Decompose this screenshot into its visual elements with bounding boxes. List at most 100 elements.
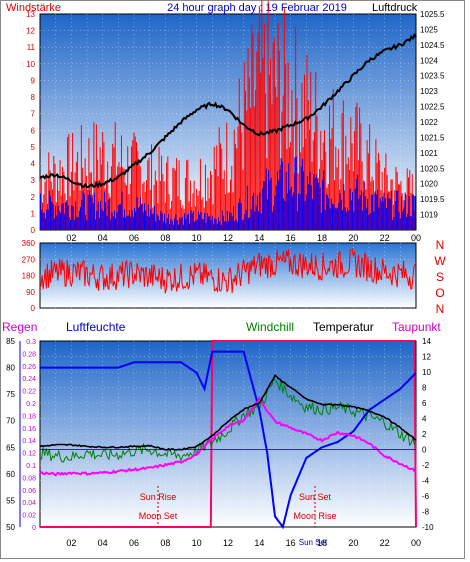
wind-y-tick: 4 [31,160,36,169]
pressure-y-tick: 1019 [420,211,438,220]
wind-y-tick: 6 [31,126,36,135]
x-tick-label-bottom: 22 [380,538,390,548]
direction-y-tick: 270 [22,255,36,264]
x-tick-label-top: 12 [223,233,233,243]
x-tick-label-bottom: 10 [192,538,202,548]
rain-y-tick: 0.22 [22,389,36,396]
direction-y-tick: 360 [22,239,36,248]
wind-y-tick: 11 [27,43,36,52]
pressure-y-tick: 1023.5 [420,72,445,81]
x-tick-label-top: 20 [348,233,358,243]
legend-regen: Regen [2,320,37,334]
temp-y-tick: 0 [422,446,427,455]
temperature-humidity-plot [39,340,417,530]
x-tick-label-bottom: 06 [129,538,139,548]
legend-taupunkt: Taupunkt [392,320,441,334]
rain-y-tick: 0.2 [26,401,36,408]
compass-o: O [435,286,444,300]
temp-y-tick: -10 [422,523,434,532]
wind-y-tick: 7 [31,110,36,119]
legend-windchill: Windchill [246,320,294,334]
wind-y-tick: 12 [26,27,35,36]
humidity-y-tick: 85 [6,337,15,346]
temp-y-tick: 4 [422,415,427,424]
x-tick-label-bottom: 08 [160,538,170,548]
windstaerke-label: Windstärke [6,2,61,14]
pressure-y-tick: 1024 [420,56,438,65]
x-tick-label-top: 02 [66,233,76,243]
rain-y-tick: 0.24 [22,376,36,383]
x-tick-label-bottom: 16 [286,538,296,548]
rain-y-tick: 0.12 [22,451,36,458]
x-tick-label-bottom: 20 [348,538,358,548]
temp-y-tick: -2 [422,461,430,470]
astro-annotations: Sun Rise Moon Set Sun Set Moon Rise Sun … [139,486,337,547]
x-tick-label-top: 00 [411,233,421,243]
windchill-line [39,377,417,463]
wind-y-tick: 9 [31,76,36,85]
temp-y-tick: -4 [422,477,430,486]
humidity-y-tick: 55 [6,496,15,505]
humidity-y-tick: 75 [6,390,15,399]
pressure-y-tick: 1021 [420,149,438,158]
pressure-y-tick: 1025 [420,25,438,34]
temp-y-tick: -8 [422,508,430,517]
moon-set-label: Moon Set [139,511,178,521]
rain-y-tick: 0.18 [22,413,36,420]
humidity-y-tick: 50 [6,523,15,532]
rain-y-tick: 0.3 [26,339,36,346]
legend-temperatur: Temperatur [313,320,374,334]
pressure-y-tick: 1021.5 [420,133,445,142]
rain-y-tick: 0.14 [22,438,36,445]
temperature-line [39,374,417,451]
rain-y-tick: 0.1 [26,463,36,470]
wind-y-tick: 1 [31,209,36,218]
x-tick-label-top: 22 [380,233,390,243]
rain-y-tick: 0.16 [22,426,36,433]
moon-rise-label: Moon Rise [293,511,336,521]
wind-direction-line [39,247,417,294]
wind-y-tick: 13 [26,10,35,19]
x-tick-label-bottom: 12 [223,538,233,548]
sun-rise-label: Sun Rise [140,492,177,502]
temp-y-tick: 10 [422,368,431,377]
x-tick-label-top: 04 [98,233,108,243]
compass-s: S [436,270,444,284]
x-tick-label-top: 16 [286,233,296,243]
x-tick-label-top: 14 [254,233,264,243]
x-tick-label-bottom: 04 [98,538,108,548]
dewpoint-line [39,395,417,477]
temp-y-tick: -6 [422,492,430,501]
rain-y-tick: 0.06 [22,488,36,495]
temp-y-tick: 8 [422,384,427,393]
direction-y-tick: 90 [26,288,35,297]
x-tick-label-top: 18 [317,233,327,243]
x-tick-label-bottom: 14 [254,538,264,548]
rain-y-tick: 0.26 [22,364,36,371]
humidity-line [40,350,417,530]
temp-y-tick: 2 [422,430,427,439]
pressure-y-tick: 1022.5 [420,103,445,112]
x-tick-label-bottom: 00 [411,538,421,548]
x-tick-label-top: 08 [160,233,170,243]
pressure-y-tick: 1024.5 [420,41,445,50]
compass-n-top: N [436,238,445,252]
x-tick-label-bottom: 02 [66,538,76,548]
pressure-y-tick: 1019.5 [420,195,445,204]
pressure-y-tick: 1023 [420,87,438,96]
pressure-line [39,33,417,189]
pressure-y-tick: 1020.5 [420,164,445,173]
luftdruck-label: Luftdruck [372,2,418,14]
humidity-y-tick: 65 [6,443,15,452]
x-tick-label-bottom: 18 [317,538,327,548]
legend-luftfeuchte: Luftfeuchte [66,320,126,334]
wind-y-tick: 5 [31,143,36,152]
rain-y-tick: 0.08 [22,475,36,482]
compass-n-bottom: N [436,302,445,316]
temp-y-tick: 14 [422,337,431,346]
temp-y-tick: 12 [422,353,431,362]
wind-y-tick: 3 [31,176,36,185]
wind-direction-plot [39,247,417,294]
